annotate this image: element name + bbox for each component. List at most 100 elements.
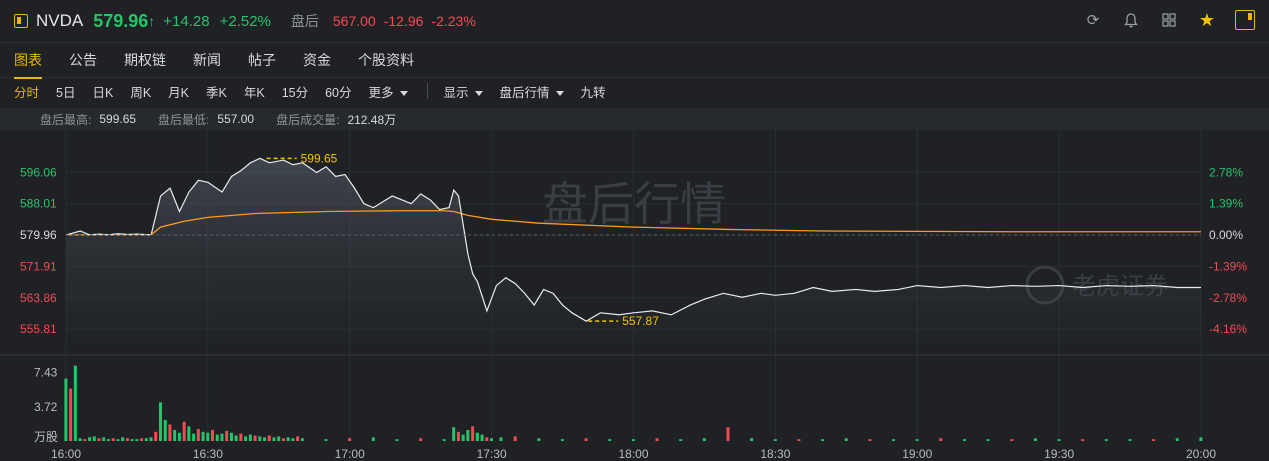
price-line xyxy=(65,157,1201,322)
volume-bar xyxy=(1104,439,1108,441)
y-axis-left: 596.06 588.01 579.96 571.91 563.86 555.81 xyxy=(20,165,57,336)
volume-bar xyxy=(291,438,295,441)
last-price: 579.96 xyxy=(93,10,149,31)
volume-bar xyxy=(560,439,564,441)
volume-bar xyxy=(1010,439,1014,441)
tab-news[interactable]: 新闻 xyxy=(193,51,221,68)
ah-high-label: 盘后最高: xyxy=(40,112,92,127)
x-tick-label: 19:30 xyxy=(1044,447,1074,461)
tab-options-chain[interactable]: 期权链 xyxy=(124,51,166,68)
price-annotations: 599.65 557.87 xyxy=(266,151,659,328)
volume-bar xyxy=(1152,439,1156,441)
volume-bar xyxy=(225,430,229,441)
volume-bar xyxy=(73,365,77,441)
volume-bar xyxy=(513,436,517,441)
volume-bar xyxy=(92,436,96,441)
volume-tick-label: 3.72 xyxy=(34,400,58,414)
volume-bar xyxy=(144,438,148,441)
volume-bar xyxy=(480,434,484,441)
nine-turn-button[interactable]: 九转 xyxy=(580,85,606,100)
volume-bar xyxy=(939,438,943,441)
volume-bar xyxy=(915,439,919,441)
annotation-label: 557.87 xyxy=(622,314,659,328)
volume-bar xyxy=(121,437,125,441)
volume-bar xyxy=(135,439,139,441)
volume-bar xyxy=(419,438,423,441)
period-daily[interactable]: 日K xyxy=(92,85,114,100)
volume-bar xyxy=(116,439,120,441)
y-tick-label-pct: -1.39% xyxy=(1209,259,1247,273)
volume-bar xyxy=(177,432,181,441)
period-monthly[interactable]: 月K xyxy=(168,85,189,100)
after-hours-change-pct: -2.23% xyxy=(431,13,476,29)
volume-bar xyxy=(130,439,134,441)
more-periods-dropdown[interactable]: 更多 xyxy=(369,82,408,101)
volume-bar xyxy=(215,434,219,441)
watchlist-icon[interactable] xyxy=(14,14,28,28)
y-tick-label: 571.91 xyxy=(20,259,57,273)
more-label: 更多 xyxy=(368,85,394,100)
volume-bar xyxy=(253,435,257,441)
tab-profile[interactable]: 个股资料 xyxy=(358,51,414,68)
x-axis: 16:00 16:30 17:00 17:30 18:00 18:30 19:00 19:30… xyxy=(51,447,1216,461)
period-60min[interactable]: 60分 xyxy=(325,85,352,100)
volume-bar xyxy=(679,439,683,441)
main-tabs: 图表 公告 期权链 新闻 帖子 资金 个股资料 xyxy=(0,42,1269,79)
volume-bar xyxy=(192,433,196,441)
volume-bar xyxy=(655,438,659,441)
x-tick-label: 16:00 xyxy=(51,447,81,461)
x-tick-label: 17:30 xyxy=(477,447,507,461)
ah-low-label: 盘后最低: xyxy=(158,112,210,127)
period-yearly[interactable]: 年K xyxy=(243,85,265,100)
after-hours-quote-label: 盘后行情 xyxy=(499,85,550,100)
after-hours-change: -12.96 xyxy=(383,13,424,29)
volume-bar xyxy=(248,434,252,441)
quote-header: NVDA 579.96 ↑ +14.28 +2.52% 盘后 567.00 -1… xyxy=(0,0,1269,43)
volume-bar xyxy=(263,437,267,441)
volume-bar xyxy=(584,438,588,441)
y-tick-label-pct: -4.16% xyxy=(1209,322,1247,336)
volume-bar xyxy=(1199,437,1203,441)
ah-volume-label: 盘后成交量: xyxy=(276,112,340,127)
period-intraday[interactable]: 分时 xyxy=(14,85,40,100)
volume-bar xyxy=(88,437,92,441)
volume-bar xyxy=(371,437,375,441)
volume-bar xyxy=(537,438,541,441)
volume-bars xyxy=(64,365,1203,441)
star-icon[interactable]: ★ xyxy=(1198,9,1216,30)
bell-icon[interactable] xyxy=(1121,10,1141,30)
volume-bar xyxy=(220,433,224,441)
volume-bar xyxy=(1057,439,1061,441)
tab-chart[interactable]: 图表 xyxy=(14,42,42,79)
refresh-icon[interactable]: ⟳ xyxy=(1086,12,1100,29)
sidebar-toggle-icon[interactable] xyxy=(1235,10,1255,30)
ah-low-value: 557.00 xyxy=(217,112,255,126)
grid-icon[interactable] xyxy=(1159,10,1179,30)
volume-tick-label: 7.43 xyxy=(34,366,58,380)
volume-bar xyxy=(149,437,153,441)
y-tick-label: 588.01 xyxy=(20,197,57,211)
period-15min[interactable]: 15分 xyxy=(281,85,309,100)
period-quarterly[interactable]: 季K xyxy=(206,85,227,100)
y-tick-label-pct: 0.00% xyxy=(1209,228,1243,242)
x-tick-label: 19:00 xyxy=(902,447,932,461)
volume-bar xyxy=(173,429,177,441)
volume-bar xyxy=(111,438,115,441)
tab-posts[interactable]: 帖子 xyxy=(248,51,276,68)
period-weekly[interactable]: 周K xyxy=(130,85,152,100)
volume-bar xyxy=(499,437,503,441)
volume-axis: 7.43 3.72 万股 xyxy=(34,366,58,444)
volume-bar xyxy=(962,439,966,441)
tab-announcements[interactable]: 公告 xyxy=(69,51,97,68)
price-area xyxy=(66,158,1201,344)
volume-bar xyxy=(267,435,271,441)
display-dropdown[interactable]: 显示 xyxy=(444,82,483,101)
period-5day[interactable]: 5日 xyxy=(56,85,76,100)
volume-bar xyxy=(461,434,465,441)
after-hours-quote-dropdown[interactable]: 盘后行情 xyxy=(500,82,564,101)
tab-capital-flow[interactable]: 资金 xyxy=(303,51,331,68)
volume-bar xyxy=(773,439,777,441)
volume-bar xyxy=(258,436,262,441)
volume-bar xyxy=(78,438,82,441)
